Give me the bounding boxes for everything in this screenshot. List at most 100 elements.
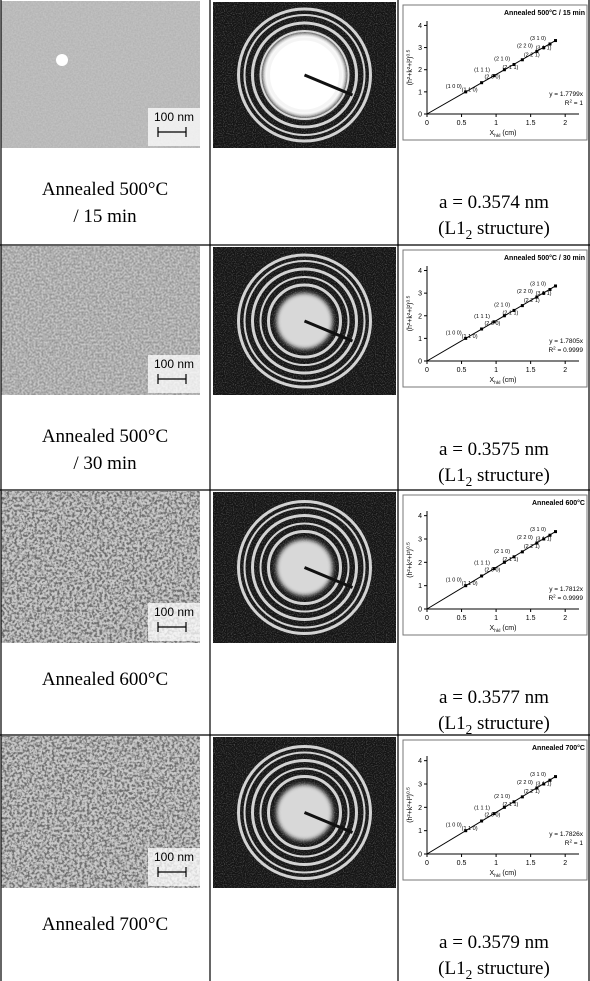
data-point	[520, 58, 524, 62]
data-point	[542, 537, 546, 541]
point-label: (2 1 0)	[494, 794, 510, 800]
structure-label-part: structure)	[472, 465, 550, 486]
data-point	[554, 39, 558, 43]
beam-stop	[303, 811, 354, 834]
r-squared: R2 = 0.9999	[548, 594, 583, 602]
saed-ring	[267, 37, 342, 113]
x-axis-label-sub: hkl	[494, 628, 500, 634]
y-tick-label: 1	[418, 583, 422, 590]
y-tick-label: 0	[418, 112, 422, 119]
point-label: (3 1 0)	[530, 772, 546, 778]
lattice-parameter: a = 0.3575 nm	[439, 439, 549, 460]
y-tick-label: 0	[418, 607, 422, 614]
x-tick-label: 2	[563, 120, 567, 127]
data-point	[520, 304, 524, 308]
structure-label: (L12 structure)	[438, 958, 550, 981]
r-squared-sup: 2	[553, 594, 556, 599]
data-point	[548, 533, 552, 537]
data-point	[502, 805, 506, 809]
scale-box	[148, 355, 200, 393]
point-label: (2 2 0)	[517, 780, 533, 786]
x-tick-label: 0.5	[457, 367, 467, 374]
y-axis-label: (h²+k²+l²)0.5	[406, 295, 414, 331]
point-label: (2 1 0)	[494, 56, 510, 62]
x-tick-label: 1.5	[526, 367, 536, 374]
x-axis-label-part: (cm)	[500, 625, 516, 632]
plot-title: Annealed 500°C / 30 min	[504, 254, 585, 262]
y-axis-label: (h²+k²+l²)0.5	[406, 49, 414, 85]
x-axis-label: Xhkl (cm)	[490, 870, 517, 879]
point-label: (2 1 1)	[502, 65, 518, 71]
data-point	[492, 320, 496, 324]
data-point	[512, 800, 516, 804]
structure-label-part: structure)	[472, 713, 550, 734]
data-point	[548, 778, 552, 782]
point-label: (2 0 0)	[484, 75, 500, 81]
point-label: (3 1 1)	[536, 46, 552, 52]
data-point	[520, 550, 524, 554]
saed-ring	[251, 759, 358, 866]
point-label: (3 1 1)	[536, 291, 552, 297]
structure-label-part: structure)	[472, 218, 550, 239]
point-label: (1 1 0)	[462, 581, 478, 587]
y-axis-label: (h²+k²+l²)0.5	[406, 542, 414, 578]
data-point	[480, 819, 484, 823]
x-tick-label: 1	[494, 615, 498, 622]
point-label: (1 1 0)	[462, 334, 478, 340]
y-axis-label-sup: 0.5	[406, 295, 412, 302]
point-label: (1 1 1)	[474, 561, 490, 567]
saed-ring	[251, 21, 358, 129]
data-point	[502, 68, 506, 72]
data-point	[542, 782, 546, 786]
y-tick-label: 4	[418, 513, 422, 520]
point-label: (2 2 1)	[524, 544, 540, 550]
point-label: (3 1 0)	[530, 281, 546, 287]
point-label: (2 0 0)	[484, 567, 500, 573]
saed-ring	[267, 283, 342, 359]
y-tick-label: 3	[418, 537, 422, 544]
x-axis-label-part: (cm)	[500, 377, 516, 384]
data-point	[554, 775, 558, 779]
plot-title: Annealed 600°C	[532, 499, 585, 507]
structure-label-part: (L1	[438, 713, 465, 734]
y-tick-label: 3	[418, 782, 422, 789]
x-tick-label: 1.5	[526, 120, 536, 127]
data-point	[492, 74, 496, 78]
data-point	[512, 62, 516, 66]
x-axis-label: Xhkl (cm)	[490, 130, 517, 139]
structure-label: (L12 structure)	[438, 465, 550, 489]
fit-equation: y = 1.7826x	[549, 831, 584, 838]
data-point	[464, 829, 468, 833]
x-tick-label: 0	[425, 120, 429, 127]
point-label: (1 0 0)	[446, 84, 462, 90]
sample-label: / 30 min	[73, 453, 137, 474]
saed-ring	[267, 775, 342, 850]
plot-frame	[402, 739, 588, 881]
sample-label: Annealed 500°C	[42, 426, 168, 447]
y-axis-label: (h²+k²+l²)0.5	[406, 787, 414, 823]
data-point	[512, 308, 516, 312]
x-tick-label: 0	[425, 860, 429, 867]
structure-label-sub: 2	[466, 722, 473, 737]
point-label: (2 2 1)	[524, 53, 540, 59]
particle	[56, 54, 68, 66]
fit-line	[426, 531, 556, 610]
x-axis-label: Xhkl (cm)	[490, 377, 517, 386]
r-squared-sup: 2	[569, 839, 572, 844]
saed-ring	[259, 522, 350, 613]
x-tick-label: 0.5	[457, 120, 467, 127]
saed-ring	[259, 30, 350, 120]
data-point	[548, 42, 552, 46]
y-tick-label: 0	[418, 852, 422, 859]
data-point	[542, 46, 546, 50]
scale-bar-label: 100 nm	[154, 110, 194, 124]
scale-box	[148, 848, 200, 886]
plot-frame	[402, 4, 588, 141]
point-label: (2 0 0)	[484, 321, 500, 327]
saed-ring	[237, 500, 372, 635]
y-tick-label: 1	[418, 828, 422, 835]
fit-line	[426, 40, 556, 115]
structure-label-sub: 2	[466, 474, 473, 489]
x-axis-label-part: (cm)	[500, 130, 516, 137]
y-tick-label: 3	[418, 45, 422, 52]
